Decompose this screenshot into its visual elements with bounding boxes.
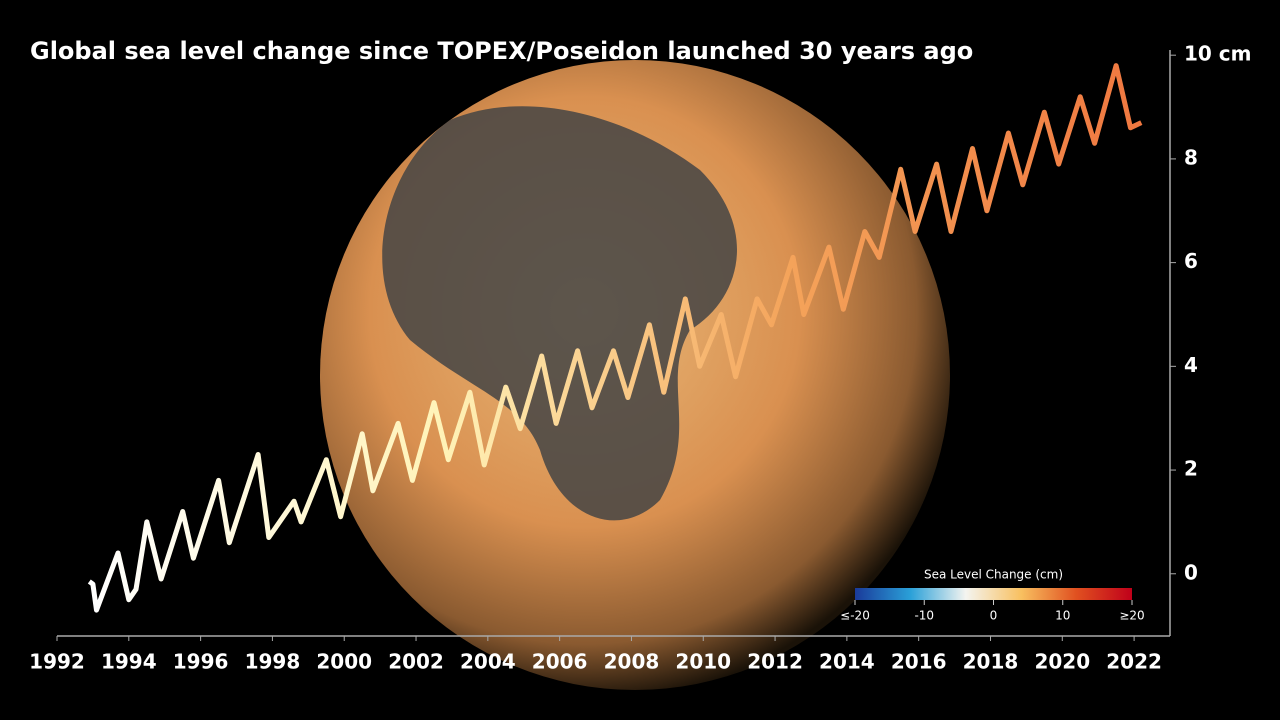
colorbar-tick-label: ≤-20 xyxy=(840,609,870,623)
y-tick-label: 8 xyxy=(1184,145,1198,169)
y-tick-label: 10 cm xyxy=(1184,42,1252,66)
x-tick-label: 1996 xyxy=(173,650,229,674)
x-tick-label: 2010 xyxy=(675,650,731,674)
data-line xyxy=(87,63,1143,613)
y-tick-label: 6 xyxy=(1184,249,1198,273)
x-tick-label: 2012 xyxy=(747,650,803,674)
x-tick-label: 2016 xyxy=(891,650,947,674)
x-tick-label: 1998 xyxy=(245,650,301,674)
colorbar xyxy=(855,588,1132,600)
chart-title: Global sea level change since TOPEX/Pose… xyxy=(30,37,973,65)
x-tick-label: 2004 xyxy=(460,650,516,674)
x-tick-label: 2002 xyxy=(388,650,444,674)
x-tick-label: 2018 xyxy=(963,650,1019,674)
colorbar-title: Sea Level Change (cm) xyxy=(924,568,1063,582)
colorbar-tick-label: -10 xyxy=(914,609,934,623)
x-tick-label: 2022 xyxy=(1106,650,1162,674)
colorbar-tick-label: 10 xyxy=(1055,609,1070,623)
colorbar-tick-label: 0 xyxy=(990,609,998,623)
y-tick-label: 4 xyxy=(1184,353,1198,377)
x-tick-label: 2014 xyxy=(819,650,875,674)
y-tick-label: 2 xyxy=(1184,457,1198,481)
x-tick-label: 2000 xyxy=(316,650,372,674)
x-tick-label: 2006 xyxy=(532,650,588,674)
x-tick-label: 1992 xyxy=(29,650,85,674)
x-tick-label: 2020 xyxy=(1034,650,1090,674)
x-tick-label: 2008 xyxy=(604,650,660,674)
colorbar-tick-label: ≥20 xyxy=(1119,609,1144,623)
y-tick-label: 0 xyxy=(1184,560,1198,584)
x-tick-label: 1994 xyxy=(101,650,157,674)
continent xyxy=(382,106,738,521)
